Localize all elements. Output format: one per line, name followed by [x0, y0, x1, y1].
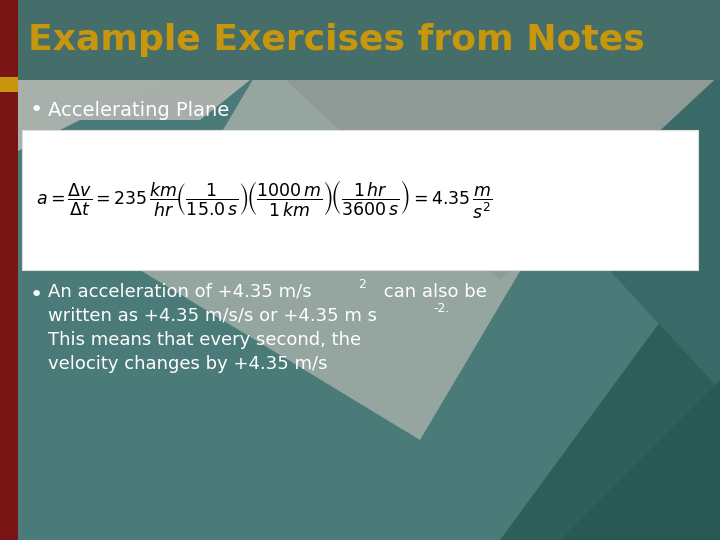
Text: $a = \dfrac{\Delta v}{\Delta t} = 235\,\dfrac{km}{hr}\!\left(\dfrac{1}{15.0\,s}\: $a = \dfrac{\Delta v}{\Delta t} = 235\,\…: [36, 179, 493, 221]
Polygon shape: [140, 0, 580, 440]
Bar: [22, 130, 698, 270]
Bar: [0, 0, 18, 540]
Polygon shape: [200, 0, 720, 280]
Bar: [0, 77, 18, 92]
Polygon shape: [0, 120, 720, 540]
Text: -2.: -2.: [433, 302, 449, 315]
Text: 2: 2: [358, 279, 366, 292]
Polygon shape: [500, 240, 720, 540]
Text: This means that every second, the: This means that every second, the: [48, 331, 361, 349]
Polygon shape: [360, 0, 720, 390]
Text: Example Exercises from Notes: Example Exercises from Notes: [28, 23, 644, 57]
Text: velocity changes by +4.35 m/s: velocity changes by +4.35 m/s: [48, 355, 328, 373]
Text: can also be: can also be: [378, 283, 487, 301]
Text: •: •: [30, 285, 43, 305]
Text: written as +4.35 m/s/s or +4.35 m s: written as +4.35 m/s/s or +4.35 m s: [48, 307, 377, 325]
Polygon shape: [330, 0, 720, 360]
Text: An acceleration of +4.35 m/s: An acceleration of +4.35 m/s: [48, 283, 312, 301]
Polygon shape: [280, 0, 720, 230]
Text: Accelerating Plane: Accelerating Plane: [48, 100, 229, 119]
Polygon shape: [280, 0, 720, 270]
Polygon shape: [0, 0, 350, 120]
Text: •: •: [30, 100, 43, 120]
Bar: [0, 0, 720, 80]
Polygon shape: [0, 0, 320, 160]
Polygon shape: [560, 380, 720, 540]
